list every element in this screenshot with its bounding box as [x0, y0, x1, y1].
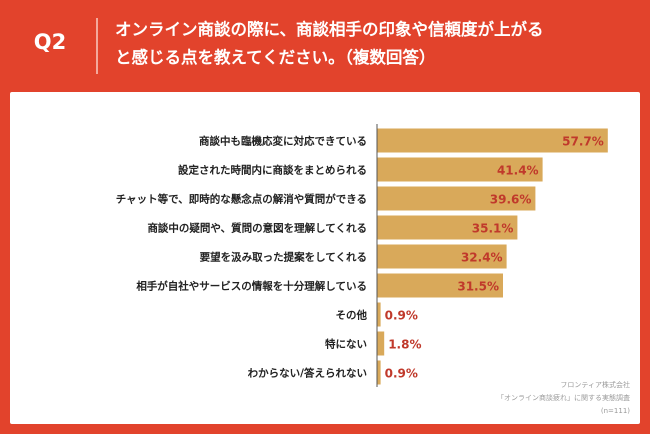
category-label: 特にない [325, 338, 367, 351]
bar [377, 128, 608, 153]
bar [377, 360, 381, 385]
value-label: 41.4% [497, 164, 539, 178]
category-label: チャット等で、即時的な懸念点の解消や質問ができる [116, 193, 367, 206]
category-label: 相手が自社やサービスの情報を十分理解している [136, 280, 367, 293]
category-label: その他 [336, 309, 368, 322]
chart-card: 商談中も臨機応変に対応できている 57.7% 設定された時間内に商談をまとめられる 4… [10, 92, 640, 424]
footer-survey: 「オンライン商談疲れ」に関する実態調査 [497, 393, 630, 402]
header: Q2 オンライン商談の際に、商談相手の印象や信頼度が上がる と感じる点を教えてく… [0, 0, 650, 90]
logo-text: FRONTIER [32, 410, 91, 420]
value-label: 32.4% [461, 251, 503, 265]
category-label: 要望を汲み取った提案をしてくれる [200, 251, 367, 264]
bar [377, 186, 536, 211]
value-label: 1.8% [388, 338, 421, 352]
bar [377, 302, 381, 327]
frontier-logo: FRONTIER [14, 408, 91, 422]
question-number: Q2 [33, 30, 67, 54]
bar [377, 157, 543, 182]
value-label: 57.7% [562, 135, 604, 149]
header-divider [96, 18, 98, 74]
frontier-logo-icon [14, 408, 28, 422]
value-label: 31.5% [457, 280, 499, 294]
category-label: わからない/答えられない [248, 367, 367, 380]
question-title-line-2: と感じる点を教えてください。（複数回答） [115, 48, 436, 67]
bars-layer: 商談中も臨機応変に対応できている 57.7% 設定された時間内に商談をまとめられる 4… [116, 128, 608, 385]
bar [377, 215, 518, 240]
question-title: オンライン商談の際に、商談相手の印象や信頼度が上がる と感じる点を教えてください… [115, 16, 635, 72]
bar [377, 273, 503, 298]
bar-chart: 商談中も臨機応変に対応できている 57.7% 設定された時間内に商談をまとめられる 4… [116, 124, 630, 415]
value-label: 35.1% [472, 222, 514, 236]
category-label: 商談中も臨機応変に対応できている [199, 135, 367, 148]
value-label: 0.9% [385, 309, 418, 323]
question-title-line-1: オンライン商談の際に、商談相手の印象や信頼度が上がる [115, 20, 544, 39]
value-label: 0.9% [385, 367, 418, 381]
category-label: 商談中の疑問や、質問の意図を理解してくれる [147, 222, 367, 235]
bar [377, 331, 385, 356]
category-label: 設定された時間内に商談をまとめられる [178, 164, 367, 177]
footer-company: フロンティア株式会社 [560, 380, 630, 389]
footer-sample: (n=111) [601, 407, 630, 415]
value-label: 39.6% [490, 193, 532, 207]
bar [377, 244, 507, 269]
